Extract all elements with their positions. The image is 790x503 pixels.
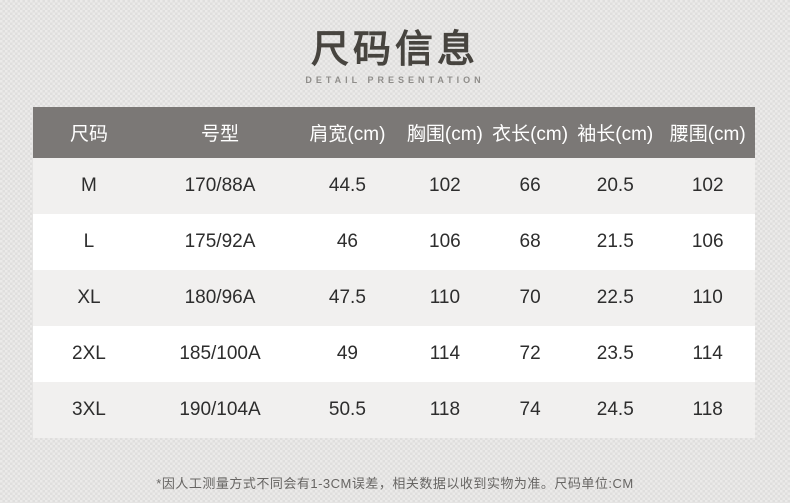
value-cell: 175/92A [184,231,256,252]
size-table: 尺码 号型 肩宽(cm) 胸围(cm) 衣长(cm) 袖长(cm) 腰围(cm) M 170/… [33,107,755,438]
value-cell: 46 [336,231,358,252]
table-row: 3XL 190/104A 50.5 118 74 24.5 118 [33,382,755,438]
value-cell: 66 [519,175,541,196]
value-cell: 102 [429,175,461,196]
value-cell: 68 [519,231,541,252]
table-row: 2XL 185/100A 49 114 72 23.5 114 [33,326,755,382]
value-cell: 110 [429,287,461,308]
value-cell: 102 [691,175,724,196]
column-header: 号型 [144,107,296,158]
size-cell: 3XL [72,399,106,420]
value-cell: 74 [519,399,541,420]
value-cell: 72 [519,343,541,364]
value-cell: 110 [692,287,723,308]
value-cell: 47.5 [328,287,366,308]
value-cell: 22.5 [596,287,634,308]
value-cell: 106 [691,231,724,252]
column-header: 袖长(cm) [570,107,661,158]
table-row: XL 180/96A 47.5 110 70 22.5 110 [33,270,755,326]
value-cell: 190/104A [179,399,261,420]
size-cell: 2XL [72,343,106,364]
value-cell: 185/100A [179,343,261,364]
value-cell: 49 [336,343,358,364]
size-table-head: 尺码 号型 肩宽(cm) 胸围(cm) 衣长(cm) 袖长(cm) 腰围(cm) [33,107,755,158]
value-cell: 180/96A [184,287,256,308]
title-block: 尺码信息 DETAIL PRESENTATION [0,0,790,85]
size-cell: M [81,175,97,196]
value-cell: 118 [429,399,461,420]
column-header: 腰围(cm) [660,107,755,158]
size-table-body: M 170/88A 44.5 102 66 20.5 102 L 175/92A 46 106 68 2… [33,158,755,438]
size-cell: XL [77,287,101,308]
column-header: 衣长(cm) [490,107,571,158]
value-cell: 118 [692,399,723,420]
value-cell: 50.5 [328,399,366,420]
size-cell: L [83,231,95,252]
value-cell: 70 [519,287,541,308]
value-cell: 21.5 [596,231,634,252]
value-cell: 24.5 [596,399,634,420]
page-title: 尺码信息 [310,29,479,71]
value-cell: 20.5 [596,175,634,196]
column-header: 肩宽(cm) [295,107,400,158]
column-header: 尺码 [33,107,145,158]
value-cell: 114 [692,343,723,364]
size-table-container: 尺码 号型 肩宽(cm) 胸围(cm) 衣长(cm) 袖长(cm) 腰围(cm) M 170/… [33,107,755,438]
table-row: M 170/88A 44.5 102 66 20.5 102 [33,158,755,214]
table-row: L 175/92A 46 106 68 21.5 106 [33,214,755,270]
value-cell: 170/88A [184,175,256,196]
page-subtitle: DETAIL PRESENTATION [305,74,485,85]
header-row: 尺码 号型 肩宽(cm) 胸围(cm) 衣长(cm) 袖长(cm) 腰围(cm) [33,107,755,158]
value-cell: 114 [429,343,461,364]
value-cell: 23.5 [596,343,634,364]
value-cell: 44.5 [328,175,366,196]
value-cell: 106 [429,231,461,252]
measurement-disclaimer: *因人工测量方式不同会有1-3CM误差，相关数据以收到实物为准。尺码单位:CM [156,476,634,491]
column-header: 胸围(cm) [399,107,491,158]
